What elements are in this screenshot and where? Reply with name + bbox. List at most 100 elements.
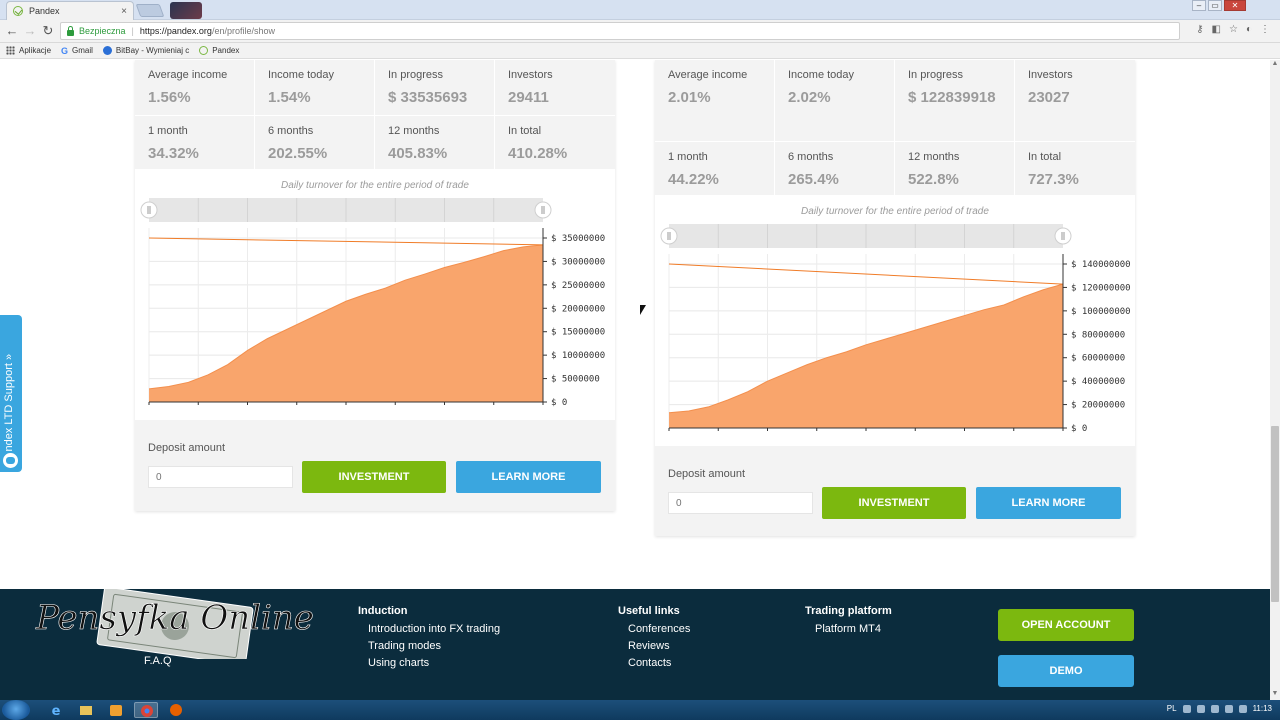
- minimize-button[interactable]: –: [1192, 0, 1206, 11]
- bookmark-gmail[interactable]: G Gmail: [61, 46, 93, 56]
- y-tick-label: $ 35000000: [551, 234, 605, 244]
- footer-column-title: Induction: [358, 605, 408, 617]
- stat-in-progress: In progress $ 122839918: [895, 60, 1015, 142]
- y-tick-label: $ 15000000: [551, 328, 605, 338]
- stat-label: In progress: [908, 69, 964, 81]
- stat-6-months: 6 months 265.4%: [775, 142, 895, 196]
- bookmark-pandex[interactable]: Pandex: [199, 46, 239, 55]
- back-button[interactable]: ←: [5, 23, 19, 38]
- y-tick-label: $ 30000000: [551, 257, 605, 267]
- page-scrollbar[interactable]: ▲ ▼: [1270, 60, 1280, 700]
- footer-link[interactable]: Using charts: [368, 657, 430, 669]
- navigator-handle: [534, 201, 552, 219]
- bookmark-label: Aplikacje: [19, 46, 52, 55]
- turnover-chart-panel: Daily turnover for the entire period of …: [135, 170, 615, 420]
- y-tick-label: $ 0: [551, 398, 567, 408]
- bookmarks-bar: Aplikacje G Gmail BitBay - Wymieniaj c Pa…: [0, 43, 1280, 59]
- support-label: Pandex LTD Support »: [3, 325, 15, 465]
- y-tick-label: $ 100000000: [1071, 307, 1131, 317]
- stat-label: Average income: [148, 69, 228, 81]
- close-window-button[interactable]: ✕: [1224, 0, 1246, 11]
- chat-bubble-icon[interactable]: [1, 451, 20, 470]
- scroll-thumb[interactable]: [1271, 426, 1279, 602]
- key-icon[interactable]: ⚷: [1196, 24, 1204, 35]
- stat-12-months: 12 months 522.8%: [895, 142, 1015, 196]
- tray-icon[interactable]: [1182, 704, 1191, 713]
- stat-value: 1.54%: [268, 89, 311, 106]
- maximize-button[interactable]: ▭: [1208, 0, 1222, 11]
- explorer-icon[interactable]: [74, 702, 98, 718]
- investment-button[interactable]: INVESTMENT: [302, 461, 446, 493]
- url-input[interactable]: Bezpieczna | https://pandex.org /en/prof…: [60, 22, 1180, 40]
- deposit-amount-input[interactable]: [668, 492, 813, 514]
- stat-label: Investors: [1028, 69, 1073, 81]
- learn-more-button[interactable]: LEARN MORE: [456, 461, 601, 493]
- turnover-chart: $ 0 $ 5000000 $ 10000000 $ 15000000 $ 200000…: [140, 198, 605, 408]
- stat-value: 34.32%: [148, 145, 199, 162]
- logo-text: Pensyfka Online: [35, 598, 314, 638]
- stat-label: 1 month: [668, 151, 708, 163]
- footer-link[interactable]: Conferences: [628, 623, 691, 635]
- browser-tab[interactable]: Pandex ×: [6, 1, 134, 20]
- forward-button[interactable]: →: [23, 23, 37, 38]
- network-icon[interactable]: [1224, 704, 1233, 713]
- language-indicator[interactable]: PL: [1166, 704, 1177, 713]
- footer-link[interactable]: Reviews: [628, 640, 670, 652]
- footer-column-trading-platform: Trading platform Platform MT4: [805, 605, 892, 638]
- new-tab-button[interactable]: [135, 4, 165, 17]
- bookmark-label: BitBay - Wymieniaj c: [115, 46, 190, 55]
- tray-icon[interactable]: [1210, 704, 1219, 713]
- stat-value: 405.83%: [388, 145, 448, 162]
- stat-label: In total: [1028, 151, 1062, 163]
- investment-card: Average income 2.01% Income today 2.02% In…: [655, 60, 1135, 536]
- area-series: [149, 244, 543, 402]
- stat-value: $ 33535693: [388, 89, 468, 106]
- tray-icon[interactable]: [1196, 704, 1205, 713]
- investment-button[interactable]: INVESTMENT: [822, 487, 966, 519]
- chrome-icon[interactable]: [134, 702, 158, 718]
- lock-icon: [67, 25, 74, 36]
- media-player-icon[interactable]: [104, 702, 128, 718]
- firefox-icon[interactable]: [164, 702, 188, 718]
- menu-icon[interactable]: ⋮: [1260, 24, 1270, 35]
- scroll-down-icon[interactable]: ▼: [1271, 690, 1279, 697]
- faq-link[interactable]: F.A.Q: [144, 655, 172, 667]
- footer-link[interactable]: Platform MT4: [815, 623, 882, 635]
- stat-in-progress: In progress $ 33535693: [375, 60, 495, 116]
- stat-label: In total: [508, 125, 542, 137]
- stat-average-income: Average income 2.01%: [655, 60, 775, 142]
- learn-more-button[interactable]: LEARN MORE: [976, 487, 1121, 519]
- translate-icon[interactable]: ◧: [1211, 24, 1221, 35]
- scroll-up-icon[interactable]: ▲: [1271, 60, 1279, 67]
- volume-icon[interactable]: [1238, 704, 1247, 713]
- footer-link[interactable]: Trading modes: [368, 640, 441, 652]
- secure-label: Bezpieczna: [79, 26, 126, 36]
- stat-label: Average income: [668, 69, 748, 81]
- footer-link[interactable]: Contacts: [628, 657, 672, 669]
- google-icon: G: [61, 46, 69, 56]
- open-account-button[interactable]: OPEN ACCOUNT: [998, 609, 1134, 641]
- support-chat-tab[interactable]: Pandex LTD Support »: [0, 315, 22, 472]
- navigator-handle: [1054, 227, 1072, 245]
- pandex-favicon-icon: [13, 6, 23, 16]
- turnover-chart: $ 0 $ 20000000 $ 40000000 $ 60000000 $ 80000…: [660, 224, 1131, 434]
- ie-icon[interactable]: e: [44, 702, 68, 719]
- browser-titlebar: Pandex × – ▭ ✕: [0, 0, 1280, 20]
- stat-in-total: In total 727.3%: [1015, 142, 1135, 196]
- navigator-handle: [660, 227, 678, 245]
- bookmark-bitbay[interactable]: BitBay - Wymieniaj c: [102, 46, 190, 55]
- start-button[interactable]: [2, 700, 30, 720]
- star-icon[interactable]: ☆: [1228, 24, 1238, 35]
- reload-button[interactable]: ↻: [42, 23, 54, 38]
- stat-value: 44.22%: [668, 171, 719, 188]
- stat-label: Income today: [788, 69, 855, 81]
- system-tray: PL 11:13: [1167, 704, 1272, 713]
- profile-avatar[interactable]: [170, 2, 202, 19]
- stat-investors: Investors 23027: [1015, 60, 1135, 142]
- extension-icon[interactable]: ◐: [1245, 24, 1252, 35]
- deposit-amount-input[interactable]: [148, 466, 293, 488]
- footer-link[interactable]: Introduction into FX trading: [368, 623, 501, 635]
- demo-button[interactable]: DEMO: [998, 655, 1134, 687]
- bookmark-apps[interactable]: Aplikacje: [6, 46, 51, 55]
- tab-close-icon[interactable]: ×: [121, 5, 127, 17]
